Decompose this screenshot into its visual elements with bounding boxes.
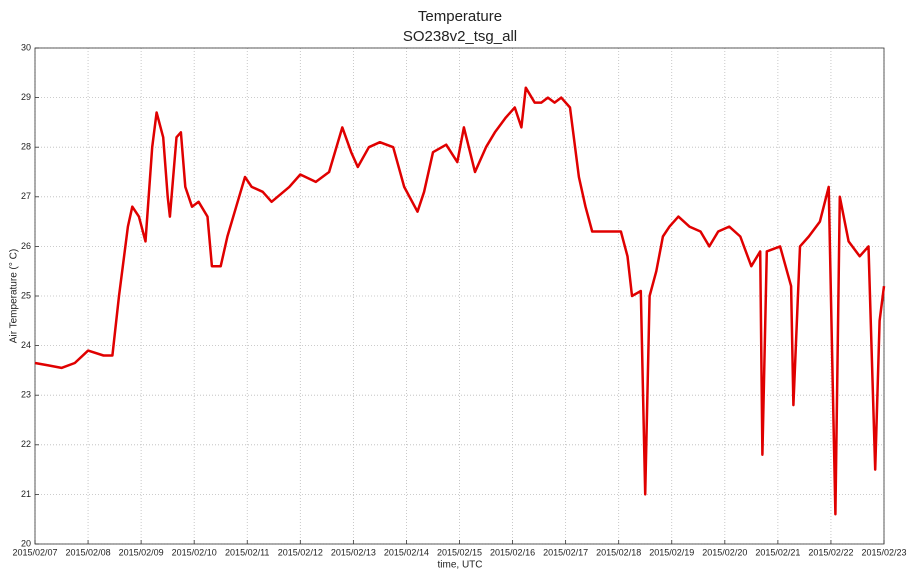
y-tick-label: 26 <box>21 241 31 251</box>
y-tick-label: 27 <box>21 191 31 201</box>
x-tick-label: 2015/02/07 <box>12 547 57 557</box>
plot-frame <box>34 47 885 545</box>
y-tick-label: 22 <box>21 439 31 449</box>
y-tick-label: 25 <box>21 290 31 300</box>
x-tick-label: 2015/02/13 <box>331 547 376 557</box>
y-tick-label: 29 <box>21 92 31 102</box>
y-tick-label: 24 <box>21 340 31 350</box>
x-tick-label: 2015/02/19 <box>649 547 694 557</box>
data-line <box>34 86 886 516</box>
x-tick-label: 2015/02/09 <box>119 547 164 557</box>
x-tick-label: 2015/02/11 <box>225 547 269 557</box>
y-tick-label: 28 <box>21 142 31 152</box>
y-tick-label: 21 <box>21 489 31 499</box>
x-tick-label: 2015/02/15 <box>437 547 482 557</box>
y-axis-label: Air Temperature (° C) <box>9 249 20 343</box>
y-tick-label: 20 <box>21 538 31 548</box>
x-tick-label: 2015/02/20 <box>702 547 747 557</box>
y-tick-label: 30 <box>21 42 31 52</box>
y-tick-label: 23 <box>21 390 31 400</box>
x-tick-label: 2015/02/10 <box>172 547 217 557</box>
x-tick-label: 2015/02/12 <box>278 547 323 557</box>
x-axis-label: time, UTC <box>438 560 483 571</box>
x-tick-label: 2015/02/17 <box>543 547 588 557</box>
chart-subtitle: SO238v2_tsg_all <box>403 28 517 45</box>
x-tick-label: 2015/02/14 <box>384 547 429 557</box>
x-tick-label: 2015/02/21 <box>755 547 800 557</box>
x-tick-label: 2015/02/08 <box>66 547 111 557</box>
chart-title: Temperature <box>418 8 502 25</box>
x-tick-label: 2015/02/22 <box>808 547 853 557</box>
x-tick-label: 2015/02/16 <box>490 547 535 557</box>
x-tick-label: 2015/02/18 <box>596 547 641 557</box>
x-tick-label: 2015/02/23 <box>861 547 906 557</box>
